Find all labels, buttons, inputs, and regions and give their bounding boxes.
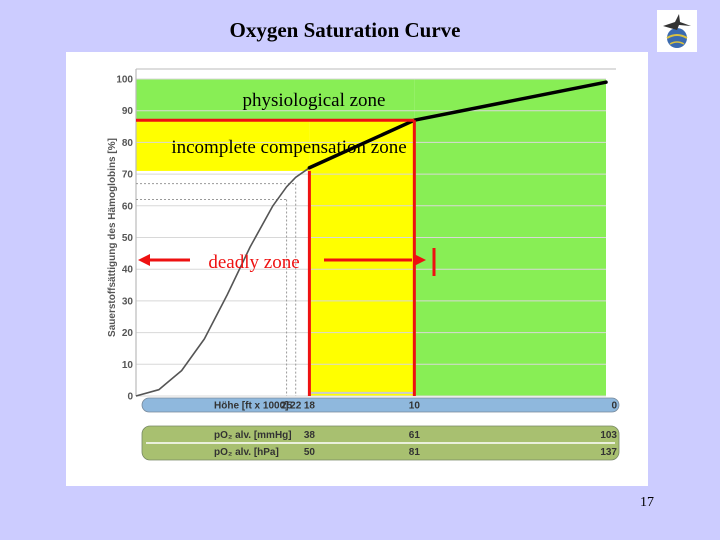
physiological-zone-label: physiological zone	[243, 90, 386, 111]
scale-tick-label: 0	[611, 401, 617, 412]
scale-tick-label: 25	[281, 401, 293, 412]
y-tick-label: 50	[122, 233, 134, 244]
scale-tick-label: 18	[304, 401, 316, 412]
physiological-zone-band	[136, 79, 415, 121]
curve-upper-segment	[412, 80, 608, 122]
scale-tick-label: 103	[600, 430, 617, 441]
y-tick-label: 30	[122, 296, 134, 307]
curve-upper-segment	[307, 118, 417, 170]
scale-tick-label: 10	[409, 401, 421, 412]
bird-on-globe-emblem-icon	[657, 10, 697, 52]
incomplete-zone-label: incomplete compensation zone	[171, 137, 406, 158]
y-tick-label: 90	[122, 106, 134, 117]
scale-tick-label: 50	[304, 447, 316, 458]
scale-tick-label: 61	[409, 430, 421, 441]
y-tick-label: 60	[122, 201, 134, 212]
deadly-zone-arrow-left-head	[138, 254, 150, 266]
page-number: 17	[640, 495, 654, 510]
y-tick-label: 80	[122, 138, 134, 149]
scale-label: Höhe [ft x 1000]	[214, 401, 288, 412]
y-tick-label: 0	[127, 392, 133, 403]
scale-label: pO₂ alv. [hPa]	[214, 447, 279, 458]
incomplete-zone-area	[309, 120, 415, 397]
y-axis-label: Sauerstoffsättigung des Hämoglobins [%]	[107, 138, 118, 337]
hoehe-scale-band	[141, 397, 620, 413]
scale-label: pO₂ alv. [mmHg]	[214, 430, 292, 441]
scale-tick-label: 38	[304, 430, 316, 441]
scale-tick-label: 137	[600, 447, 617, 458]
chart-figure: 0 10 20 30 40 50 60 70 80 90 100 Sauerstoffsättigun…	[66, 52, 648, 486]
deadly-zone-label: deadly zone	[208, 252, 299, 273]
deadly-zone-arrow-right-head	[414, 254, 426, 266]
oxygen-dissociation-curve	[135, 167, 310, 397]
y-tick-label: 20	[122, 328, 134, 339]
y-tick-label: 40	[122, 265, 134, 276]
scale-tick-label: 81	[409, 447, 421, 458]
incomplete-zone-band	[136, 120, 310, 171]
scale-tick-label: 22	[290, 401, 302, 412]
slide-title: Oxygen Saturation Curve	[229, 18, 461, 42]
y-tick-label: 100	[116, 75, 133, 86]
y-tick-label: 70	[122, 170, 134, 181]
y-tick-label: 10	[122, 360, 134, 371]
